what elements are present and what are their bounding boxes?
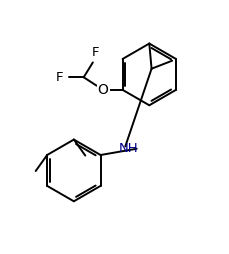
Text: O: O	[97, 83, 108, 97]
Text: F: F	[55, 71, 63, 84]
Text: F: F	[91, 46, 98, 59]
Text: NH: NH	[118, 142, 138, 155]
